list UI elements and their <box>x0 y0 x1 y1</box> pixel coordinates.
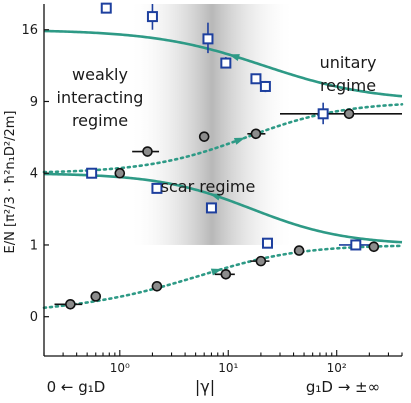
y-tick-label-1: 1 <box>30 238 38 253</box>
annotation-right-line-2: regime <box>320 76 376 95</box>
circle-point-9 <box>198 131 210 142</box>
y-tick-label-9: 9 <box>30 95 38 110</box>
square-point-7 <box>202 33 214 45</box>
square-point-4 <box>350 239 362 251</box>
data-markers <box>65 2 380 310</box>
square-point-0 <box>86 167 98 179</box>
weakly-interacting-regime-label: weakly interacting regime <box>57 65 144 130</box>
circle-point-7 <box>114 167 126 179</box>
curve-arrow-1 <box>228 54 240 62</box>
x-axis-left-label: 0 ← g₁D <box>47 378 106 396</box>
circle-point-3 <box>220 268 232 280</box>
theory-curve-3 <box>42 103 404 174</box>
x-tick-label-1: 10⁰ <box>110 361 130 375</box>
y-tick-label-16: 16 <box>21 23 38 38</box>
unitary-regime-label: unitary regime <box>320 53 377 95</box>
circle-point-4 <box>255 255 267 267</box>
x-tick-label-10: 10¹ <box>218 361 238 375</box>
circle-point-6 <box>368 241 380 253</box>
circle-point-8 <box>142 146 153 157</box>
axes: 0 1 4 9 16 10⁰ 10¹ 10² <box>21 4 403 375</box>
curve-arrow-2 <box>209 193 221 201</box>
circle-point-1 <box>90 291 102 302</box>
annotation-right-line-1: unitary <box>320 53 377 72</box>
annotation-left-line-2: interacting <box>57 88 144 107</box>
annotation-left-line-1: weakly <box>72 65 128 84</box>
circle-point-10 <box>250 128 262 140</box>
y-tick-label-4: 4 <box>30 167 38 182</box>
square-point-9 <box>250 73 262 85</box>
circle-point-2 <box>151 280 163 292</box>
theory-curve-1 <box>43 29 403 98</box>
annotation-left-line-3: regime <box>72 111 128 130</box>
circle-point-0 <box>65 298 76 310</box>
theory-curves <box>42 29 404 310</box>
square-point-8 <box>220 57 232 69</box>
curve-arrow-3 <box>233 137 246 145</box>
scar-regime-label: scar regime <box>161 177 256 196</box>
square-point-5 <box>100 2 112 14</box>
y-axis-label: E/N [π²/3 · ħ²n₁D²/2m] <box>3 111 18 254</box>
square-point-2 <box>205 202 217 214</box>
x-tick-label-100: 10² <box>327 361 347 375</box>
square-point-6 <box>146 11 158 23</box>
x-axis-right-label: g₁D → ±∞ <box>306 378 380 396</box>
square-point-10 <box>259 80 271 92</box>
x-axis-label: |γ| <box>195 377 215 396</box>
curve-arrow-4 <box>210 268 223 276</box>
square-point-3 <box>261 237 273 249</box>
circle-point-5 <box>293 245 305 256</box>
circle-point-11 <box>343 108 355 120</box>
theory-curve-4 <box>42 244 404 310</box>
y-tick-label-0: 0 <box>30 310 38 325</box>
square-point-11 <box>317 108 329 120</box>
square-point-1 <box>151 182 163 194</box>
theory-curve-2 <box>43 172 403 244</box>
